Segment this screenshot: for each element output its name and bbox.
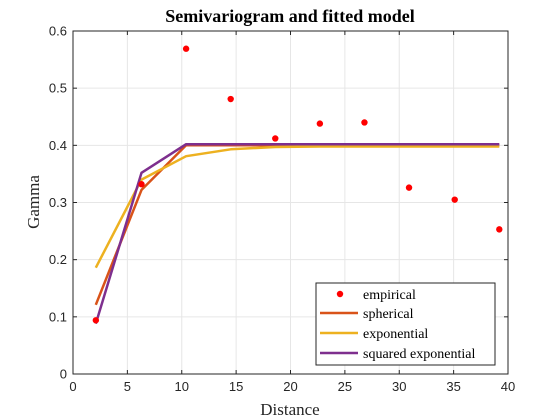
empirical-point [361,119,367,125]
empirical-point [452,196,458,202]
x-tick-label: 5 [124,379,131,394]
x-tick-label: 10 [175,379,189,394]
y-tick-label: 0.1 [49,309,67,324]
y-tick-label: 0 [60,367,67,382]
empirical-point [406,184,412,190]
empirical-point [183,46,189,52]
legend-label-empirical: empirical [363,288,416,303]
y-tick-label: 0.3 [49,195,67,210]
empirical-point [227,96,233,102]
empirical-point [93,317,99,323]
legend-label-squared-exponential: squared exponential [363,347,475,362]
y-tick-label: 0.6 [49,24,67,39]
x-tick-label: 35 [446,379,460,394]
empirical-point [272,135,278,141]
x-axis-label: Distance [260,400,319,419]
x-tick-label: 15 [229,379,243,394]
y-tick-label: 0.2 [49,252,67,267]
x-tick-label: 40 [501,379,515,394]
legend-marker-empirical [337,291,343,297]
y-tick-label: 0.5 [49,81,67,96]
x-tick-label: 30 [392,379,406,394]
x-tick-label: 25 [338,379,352,394]
legend-label-spherical: spherical [363,307,414,322]
empirical-point [317,120,323,126]
y-axis-label: Gamma [24,175,43,229]
x-tick-label: 20 [283,379,297,394]
legend-label-exponential: exponential [363,327,428,342]
empirical-point [138,181,144,187]
y-tick-label: 0.4 [49,138,67,153]
x-tick-label: 0 [69,379,76,394]
legend: empirical spherical exponential squared … [316,283,495,365]
chart-title: Semivariogram and fitted model [165,6,414,26]
empirical-point [496,226,502,232]
